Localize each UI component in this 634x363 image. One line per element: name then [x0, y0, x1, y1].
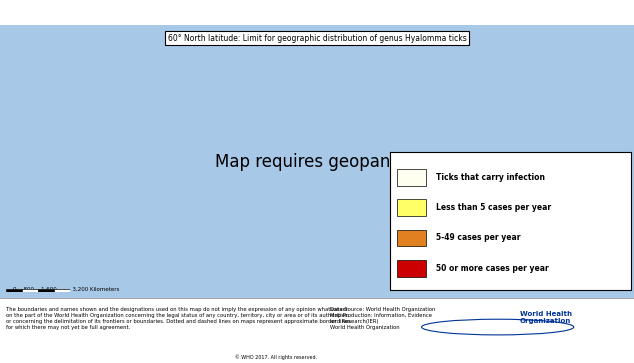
Text: 5-49 cases per year: 5-49 cases per year [436, 233, 520, 242]
Bar [22, 289, 38, 292]
FancyBboxPatch shape [397, 230, 426, 246]
FancyBboxPatch shape [397, 169, 426, 185]
Text: 60° North latitude: Limit for geographic distribution of genus Hyalomma ticks: 60° North latitude: Limit for geographic… [167, 33, 467, 42]
Text: Data Source: World Health Organization
Map Production: Information, Evidence
and: Data Source: World Health Organization M… [330, 307, 435, 330]
Text: 0    800    1,600         3,200 Kilometers: 0 800 1,600 3,200 Kilometers [13, 287, 119, 292]
Text: Less than 5 cases per year: Less than 5 cases per year [436, 203, 551, 212]
FancyBboxPatch shape [397, 260, 426, 277]
Text: Map requires geopandas: Map requires geopandas [215, 152, 419, 171]
Bar [6, 289, 22, 292]
Text: The boundaries and names shown and the designations used on this map do not impl: The boundaries and names shown and the d… [6, 307, 351, 330]
Bar [54, 289, 70, 292]
FancyBboxPatch shape [397, 199, 426, 216]
Text: World Health
Organization: World Health Organization [520, 311, 572, 324]
Text: © WHO 2017. All rights reserved.: © WHO 2017. All rights reserved. [235, 354, 317, 360]
Bar [38, 289, 54, 292]
Text: Ticks that carry infection: Ticks that carry infection [436, 173, 545, 182]
Text: 50 or more cases per year: 50 or more cases per year [436, 264, 548, 273]
